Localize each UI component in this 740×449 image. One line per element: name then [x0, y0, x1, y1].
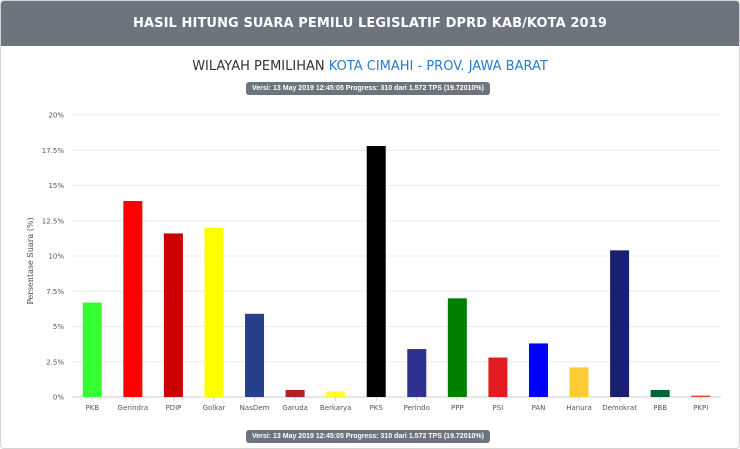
x-tick-label: Perindo	[404, 404, 430, 412]
y-tick-label: 7.5%	[46, 288, 64, 296]
bar-chart: 0% 2.5% 5% 7.5% 10% 12.5% 15% 17.5% 20% Persentas…	[26, 112, 721, 412]
bar-perindo	[407, 349, 427, 397]
version-badge-top: Versi: 13 May 2019 12:45:05 Progress: 31…	[246, 82, 490, 95]
bar-demokrat	[610, 250, 630, 397]
bar-pbb	[650, 389, 670, 397]
y-tick-label: 15%	[48, 182, 64, 190]
x-tick-label: PKS	[370, 404, 384, 412]
chart-subtitle: WILAYAH PEMILIHAN KOTA CIMAHI - PROV. JA…	[1, 59, 739, 74]
x-tick-label: Garuda	[282, 404, 308, 412]
y-tick-label: 2.5%	[46, 358, 64, 366]
y-tick-label: 5%	[53, 323, 64, 331]
region-link[interactable]: KOTA CIMAHI - PROV. JAWA BARAT	[328, 59, 548, 74]
bar-berkarya	[326, 391, 346, 397]
x-tick-label: Demokrat	[602, 404, 637, 412]
x-tick-label: Hanura	[566, 404, 592, 412]
bar-psi	[488, 357, 508, 397]
bar-ppp	[447, 298, 467, 397]
y-tick-label: 20%	[48, 112, 64, 120]
y-tick-label: 0%	[53, 394, 64, 402]
bar-nasdem	[245, 313, 265, 397]
x-tick-label: Golkar	[203, 404, 226, 412]
y-tick-label: 12.5%	[42, 217, 65, 225]
y-tick-label: 10%	[48, 253, 64, 261]
y-axis-label: Persentase Suara (%)	[26, 217, 35, 304]
page-title: HASIL HITUNG SUARA PEMILU LEGISLATIF DPR…	[1, 1, 739, 46]
bar-hanura	[569, 367, 589, 397]
bar-pan	[528, 343, 548, 397]
bar-pdip	[163, 233, 183, 397]
x-tick-label: PDIP	[165, 404, 181, 412]
bar-pkb	[82, 302, 102, 397]
x-tick-label: Gerindra	[118, 404, 149, 412]
x-tick-label: Berkarya	[320, 404, 352, 412]
y-tick-label: 17.5%	[42, 147, 65, 155]
x-tick-label: PPP	[451, 404, 464, 412]
x-tick-label: PSI	[493, 404, 504, 412]
x-tick-label: PKB	[85, 404, 99, 412]
version-badge-bottom: Versi: 13 May 2019 12:45:05 Progress: 31…	[246, 430, 490, 443]
bar-pkpi	[691, 395, 711, 397]
x-tick-label: PAN	[532, 404, 546, 412]
bar-gerindra	[123, 201, 143, 397]
bar-golkar	[204, 227, 224, 397]
bar-garuda	[285, 389, 305, 397]
x-tick-label: NasDem	[240, 404, 270, 412]
bar-pks	[366, 146, 386, 397]
x-tick-label: PKPI	[693, 404, 708, 412]
subtitle-prefix: WILAYAH PEMILIHAN	[192, 59, 325, 74]
x-tick-label: PBB	[653, 404, 667, 412]
